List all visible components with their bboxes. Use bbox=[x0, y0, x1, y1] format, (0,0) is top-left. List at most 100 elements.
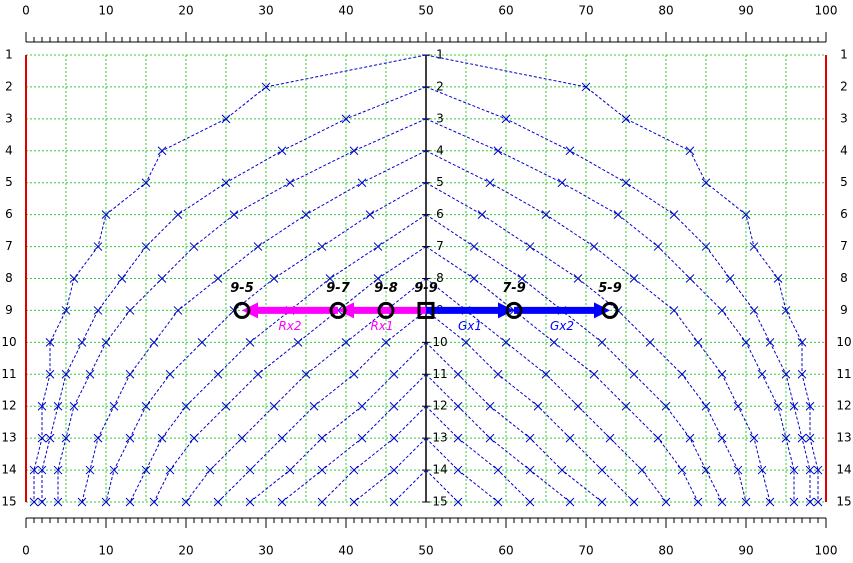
point-marker bbox=[61, 433, 71, 443]
y-tick-label: 3 bbox=[840, 111, 848, 125]
curve bbox=[425, 405, 531, 503]
point-marker bbox=[701, 465, 711, 475]
curve bbox=[41, 86, 427, 502]
point-marker bbox=[357, 178, 367, 188]
point-marker bbox=[693, 497, 703, 507]
point-marker bbox=[141, 465, 151, 475]
point-marker bbox=[141, 178, 151, 188]
y-tick-label: 5 bbox=[5, 175, 13, 189]
point-marker bbox=[173, 306, 183, 315]
point-marker bbox=[93, 242, 103, 251]
point-marker bbox=[461, 338, 471, 347]
x-tick-label: 60 bbox=[498, 544, 513, 558]
point-marker bbox=[77, 338, 87, 347]
point-marker bbox=[621, 401, 631, 411]
point-marker bbox=[557, 465, 567, 475]
y-tick-label: 11 bbox=[836, 367, 851, 381]
curve bbox=[81, 150, 427, 503]
point-marker bbox=[173, 210, 183, 219]
x-tick-label: 40 bbox=[338, 4, 353, 18]
point-marker bbox=[101, 497, 111, 507]
point-marker bbox=[573, 401, 583, 411]
x-tick-label: 80 bbox=[658, 4, 673, 18]
y-tick-label: 14 bbox=[1, 463, 16, 477]
point-marker bbox=[525, 242, 535, 251]
curve bbox=[393, 469, 427, 503]
point-marker bbox=[757, 465, 767, 475]
y-tick-label: 12 bbox=[432, 399, 447, 413]
point-marker bbox=[549, 338, 559, 347]
point-marker bbox=[213, 497, 223, 507]
point-marker bbox=[557, 178, 567, 188]
point-marker bbox=[797, 433, 807, 443]
point-marker bbox=[501, 338, 511, 347]
point-label: 9-5 bbox=[230, 281, 254, 296]
point-marker bbox=[485, 178, 495, 188]
x-tick-label: 0 bbox=[22, 4, 30, 18]
point-marker bbox=[453, 401, 463, 411]
point-marker bbox=[141, 401, 151, 411]
point-marker bbox=[765, 497, 775, 507]
point-marker bbox=[629, 497, 639, 507]
point-marker bbox=[613, 210, 623, 219]
point-marker bbox=[37, 497, 47, 507]
point-marker bbox=[181, 497, 191, 507]
point-marker bbox=[685, 433, 695, 443]
point-marker bbox=[645, 338, 655, 347]
point-marker bbox=[85, 465, 95, 475]
arrow-label: Rx2 bbox=[278, 319, 301, 333]
point-marker bbox=[805, 497, 815, 507]
y-tick-label: 7 bbox=[5, 239, 13, 253]
point bbox=[601, 301, 619, 319]
x-tick-label: 90 bbox=[738, 544, 753, 558]
point-marker bbox=[325, 274, 335, 283]
point-marker bbox=[389, 401, 399, 411]
point-marker bbox=[301, 210, 311, 219]
point-marker bbox=[741, 210, 751, 219]
curve bbox=[425, 86, 811, 502]
point-marker bbox=[253, 242, 263, 251]
point-marker bbox=[285, 465, 295, 475]
point-marker bbox=[589, 242, 599, 251]
y-tick-label: 1 bbox=[840, 48, 848, 62]
y-tick-label: 4 bbox=[840, 143, 848, 157]
point-marker bbox=[653, 433, 663, 443]
point-marker bbox=[453, 465, 463, 475]
point-marker bbox=[701, 401, 711, 411]
point-marker bbox=[797, 338, 807, 347]
point-marker bbox=[565, 433, 575, 443]
point-label: 9-9 bbox=[414, 281, 438, 296]
point-marker bbox=[373, 274, 383, 283]
y-tick-label: 11 bbox=[432, 367, 447, 381]
point-label: 7-9 bbox=[502, 281, 526, 296]
curve bbox=[185, 278, 427, 503]
x-tick-label: 20 bbox=[178, 544, 193, 558]
point-marker bbox=[149, 338, 159, 347]
point-marker bbox=[165, 369, 175, 379]
point-marker bbox=[109, 401, 119, 411]
point-marker bbox=[669, 306, 679, 315]
point-marker bbox=[221, 114, 231, 124]
arrow-label: Gx2 bbox=[550, 319, 574, 333]
point-marker bbox=[373, 242, 383, 251]
point-marker bbox=[541, 210, 551, 219]
point-marker bbox=[37, 465, 47, 475]
point-marker bbox=[261, 82, 271, 92]
point-marker bbox=[317, 465, 327, 475]
point bbox=[417, 301, 435, 319]
point-marker bbox=[773, 274, 783, 283]
point-marker bbox=[749, 242, 759, 251]
point-marker bbox=[293, 338, 303, 347]
point-marker bbox=[677, 369, 687, 379]
point-marker bbox=[189, 433, 199, 443]
y-tick-label: 10 bbox=[836, 335, 851, 349]
y-tick-label: 5 bbox=[436, 175, 444, 189]
point-marker bbox=[45, 433, 55, 443]
x-tick-label: 70 bbox=[578, 544, 593, 558]
point-marker bbox=[597, 338, 607, 347]
curve bbox=[425, 278, 667, 503]
point-marker bbox=[661, 497, 671, 507]
point-marker bbox=[757, 369, 767, 379]
point-marker bbox=[61, 369, 71, 379]
point-marker bbox=[629, 274, 639, 283]
